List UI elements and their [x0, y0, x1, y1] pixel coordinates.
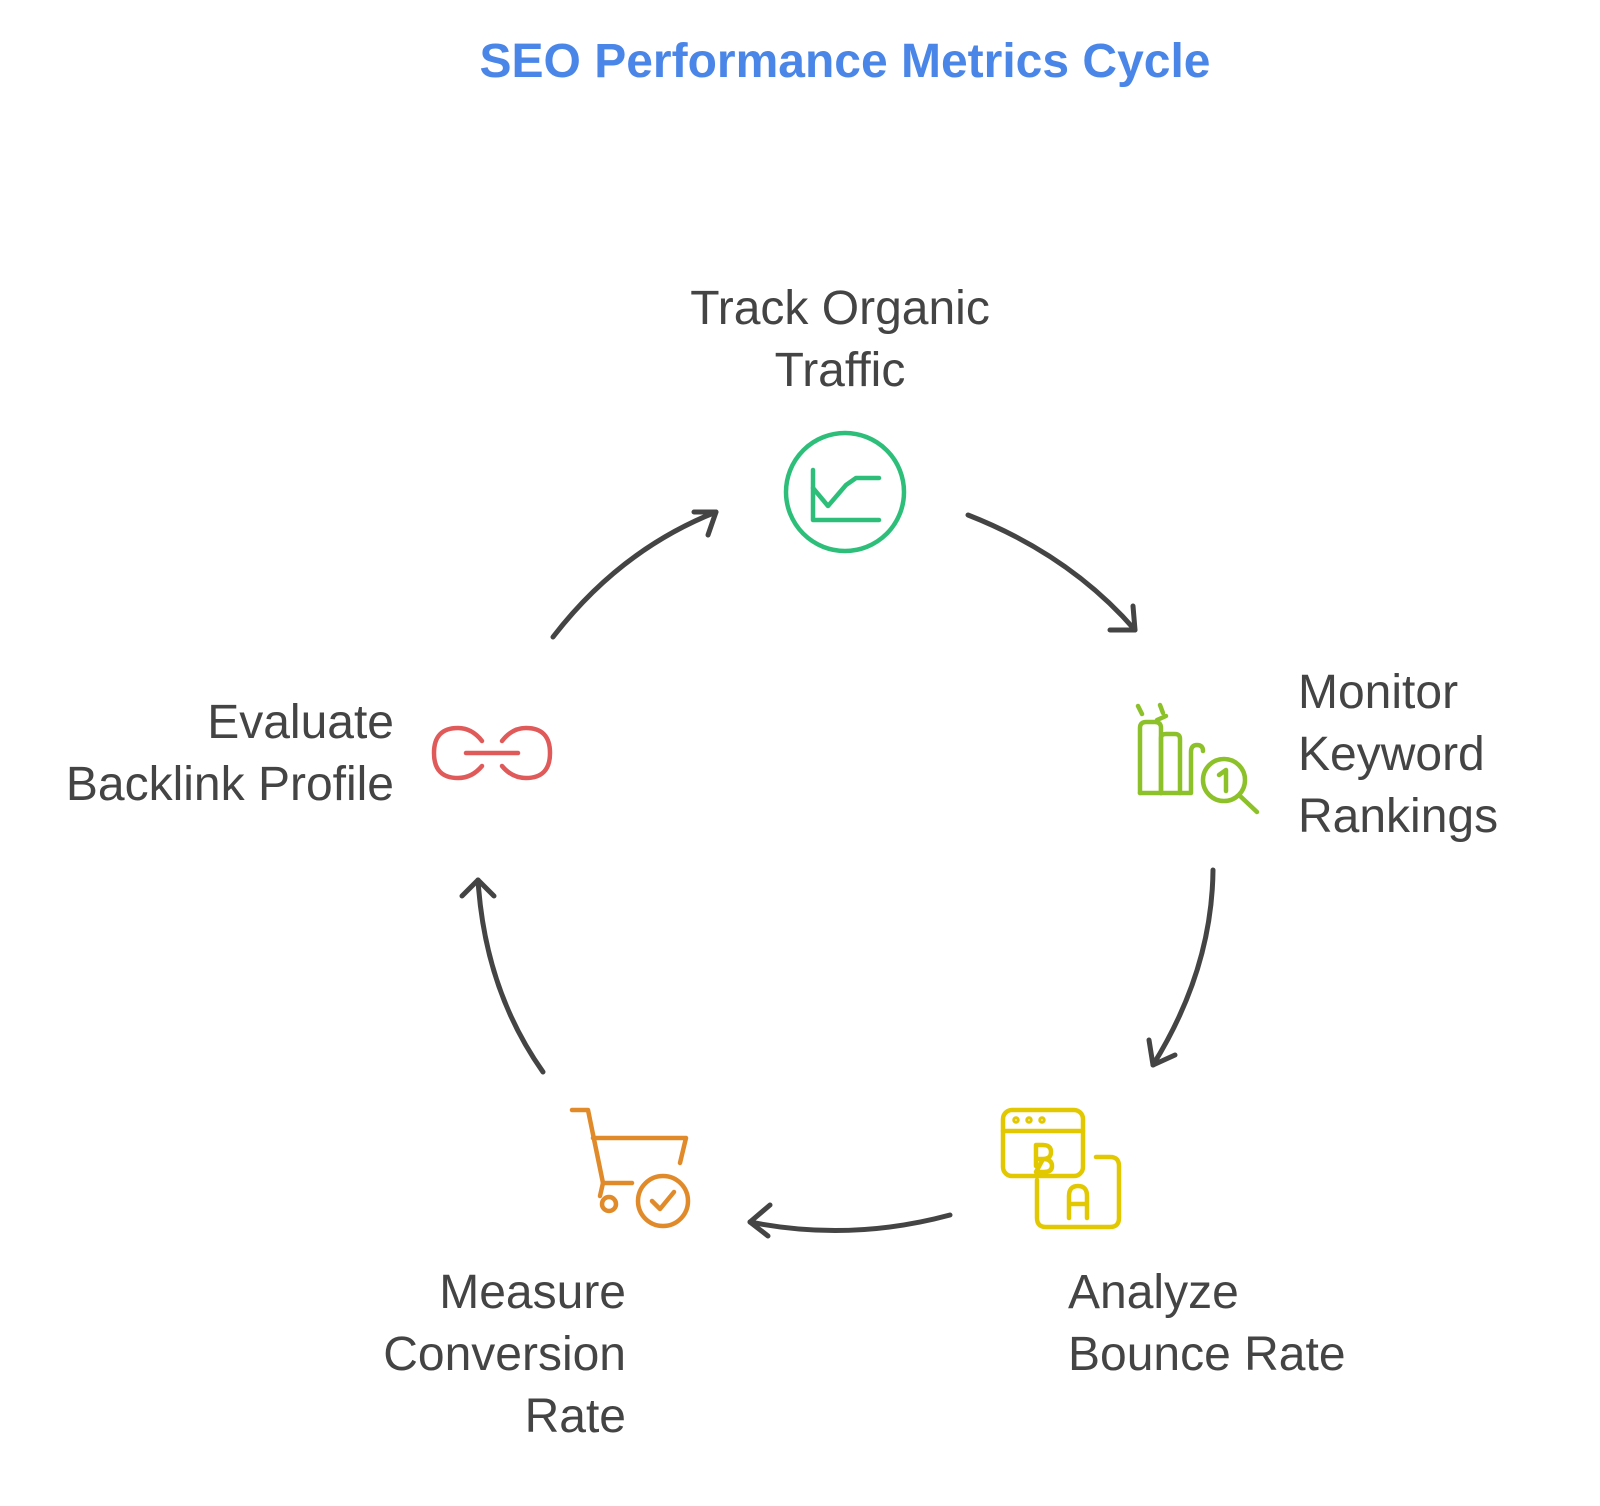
step-label-monitor-keyword-rankings: Monitor Keyword Rankings	[1298, 666, 1499, 843]
arrow-conversion-to-backlink	[459, 877, 546, 1075]
step-label-measure-conversion-rate: Measure Conversion Rate	[383, 1266, 626, 1443]
step-label-track-organic-traffic: Track Organic Traffic	[690, 282, 990, 397]
link-icon	[431, 725, 553, 781]
arrow-backlink-to-traffic	[550, 509, 719, 640]
arrow-traffic-to-rankings	[965, 512, 1138, 633]
ab-test-icon	[1000, 1107, 1122, 1230]
diagram-title: SEO Performance Metrics Cycle	[479, 35, 1211, 88]
step-label-evaluate-backlink-profile: Evaluate Backlink Profile	[65, 696, 394, 811]
ranking-search-icon	[1135, 702, 1260, 815]
arrow-rankings-to-bounce	[1146, 867, 1216, 1068]
arrow-bounce-to-conversion	[747, 1202, 953, 1239]
cart-check-icon	[569, 1107, 691, 1229]
step-label-analyze-bounce-rate: Analyze Bounce Rate	[1068, 1266, 1346, 1381]
line-chart-icon	[783, 430, 907, 554]
